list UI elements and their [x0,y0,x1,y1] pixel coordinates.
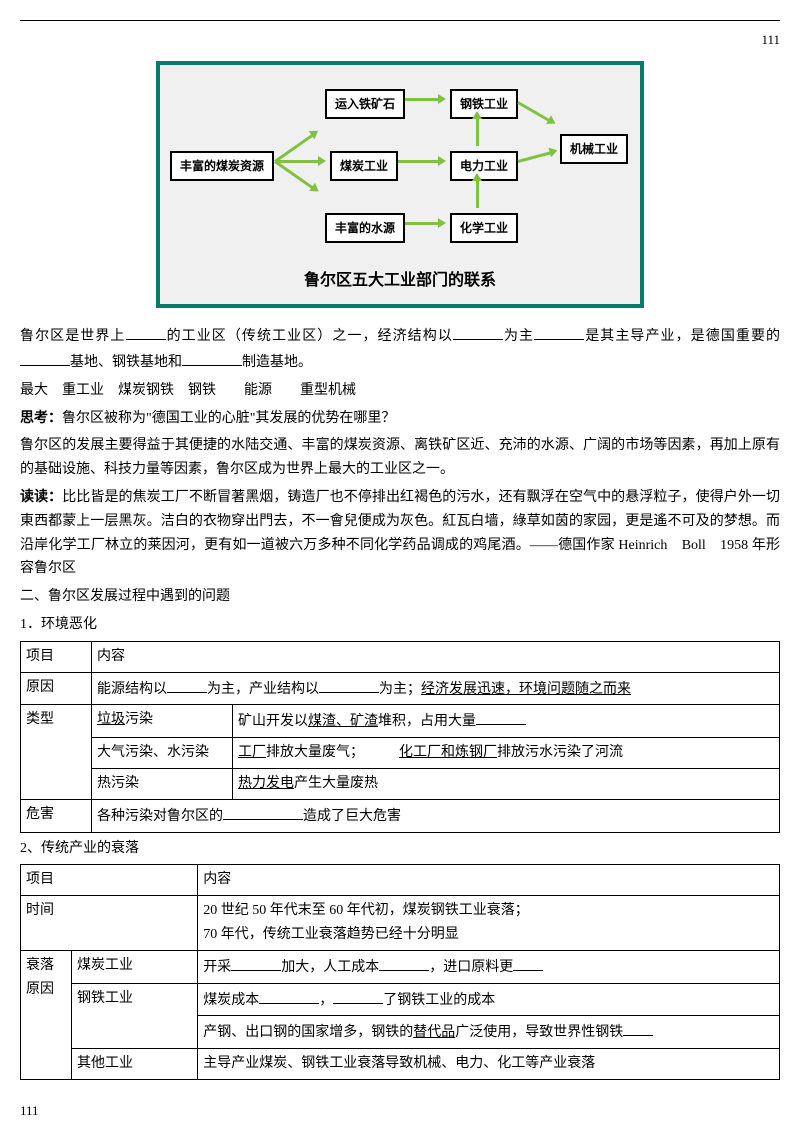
node-chem: 化学工业 [450,213,518,243]
section-2-heading: 二、鲁尔区发展过程中遇到的问题 [20,585,780,609]
node-power: 电力工业 [450,151,518,181]
section-2-1: 1．环境恶化 [20,613,780,637]
read-section: 读读：比比皆是的焦炭工厂不断冒著黑烟，铸造厂也不停排出红褐色的污水，还有飘浮在空… [20,486,780,581]
page-number-top: 111 [20,29,780,51]
think-section: 思考：鲁尔区被称为"德国工业的心脏"其发展的优势在哪里？ [20,407,780,431]
section-2-2: 2、传统产业的衰落 [20,837,780,861]
node-coal-resource: 丰富的煤炭资源 [170,151,274,181]
fill-blank-para: 鲁尔区是世界上的工业区（传统工业区）之一，经济结构以为主是其主导产业，是德国重要… [20,323,780,375]
table-decline: 项目内容 时间20 世纪 50 年代末至 60 年代初，煤炭钢铁工业衰落；70 … [20,864,780,1080]
table-environment: 项目内容 原因能源结构以为主，产业结构以为主；经济发展迅速，环境问题随之而来 类… [20,641,780,833]
diagram-container: 丰富的煤炭资源 运入铁矿石 煤炭工业 丰富的水源 钢铁工业 电力工业 化学工业 … [156,61,644,308]
page-number-bottom: 111 [20,1100,780,1122]
node-machinery: 机械工业 [560,134,628,164]
node-iron-ore: 运入铁矿石 [325,89,405,119]
node-steel: 钢铁工业 [450,89,518,119]
diagram-title: 鲁尔区五大工业部门的联系 [170,267,630,294]
node-coal-industry: 煤炭工业 [330,151,398,181]
node-water: 丰富的水源 [325,213,405,243]
answer-line: 最大 重工业 煤炭钢铁 钢铁 能源 重型机械 [20,379,780,403]
think-answer: 鲁尔区的发展主要得益于其便捷的水陆交通、丰富的煤炭资源、离铁矿区近、充沛的水源、… [20,434,780,482]
